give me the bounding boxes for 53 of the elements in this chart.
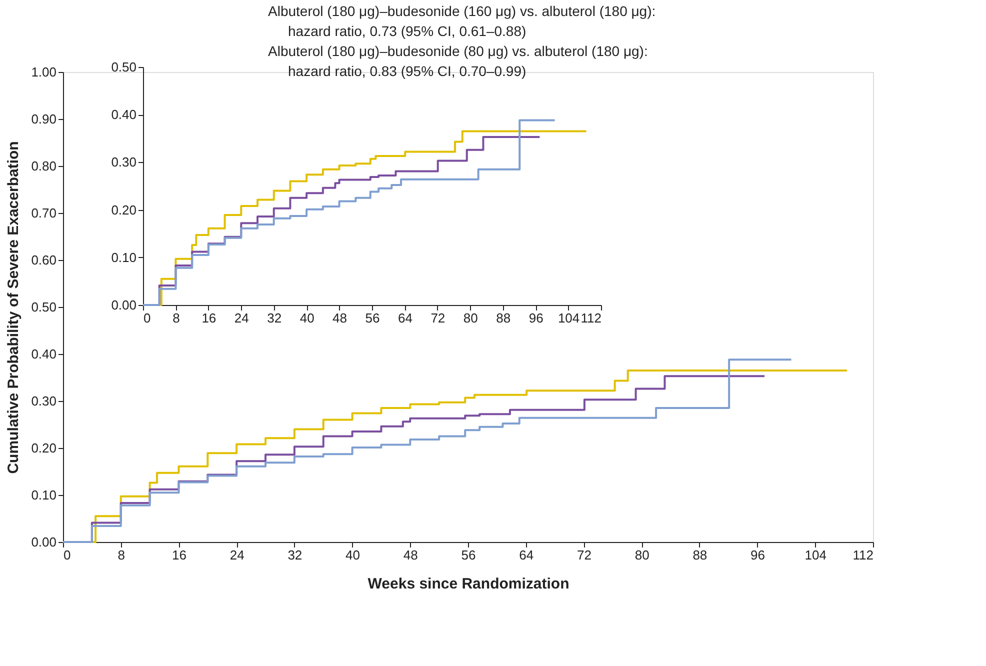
x-tick-label: 88 (692, 548, 708, 562)
x-tick-label: 16 (202, 310, 216, 326)
x-tick-label: 64 (519, 548, 534, 562)
x-tick-label: 56 (461, 548, 476, 562)
x-tick-label: 64 (398, 310, 412, 326)
x-tick-label: 48 (332, 310, 348, 326)
x-tick-label: 56 (365, 310, 380, 326)
y-tick-label: 0.00 (31, 534, 56, 550)
y-tick-label: 0.40 (111, 107, 136, 122)
text: hazard ratio, 0.73 (95% CI, 0.61–0.88) (288, 23, 526, 39)
y-tick-label: 0.10 (31, 488, 56, 502)
y-tick-label: 0.30 (31, 394, 56, 408)
y-tick-label: 0.50 (31, 300, 56, 314)
x-tick-label: 0 (64, 548, 71, 562)
y-tick-label: 1.00 (31, 64, 56, 80)
x-axis-title: Weeks since Randomization (368, 576, 570, 592)
x-tick-label: 96 (528, 310, 544, 326)
x-tick-label: 40 (300, 310, 314, 326)
x-tick-label: 0 (144, 310, 151, 326)
x-tick-label: 24 (230, 548, 244, 562)
x-tick-label: 8 (118, 548, 125, 562)
x-tick-label: 8 (172, 310, 180, 326)
x-tick-label: 32 (267, 310, 282, 326)
y-tick-label: 0.00 (111, 298, 136, 312)
text: Albuterol (180 μg)–budesonide (80 μg) vs. albuterol (180 μg): (268, 43, 648, 59)
y-tick-label: 0.50 (111, 60, 136, 74)
x-tick-label: 80 (463, 310, 478, 326)
y-tick-label: 0.10 (111, 250, 136, 265)
annotation: hazard ratio, 0.83 (95% CI, 0.70–0.99) (288, 63, 526, 79)
x-tick-label: 72 (576, 548, 592, 562)
x-tick-label: 48 (403, 548, 418, 562)
x-tick-label: 16 (172, 548, 186, 562)
x-tick-label: 96 (750, 548, 766, 562)
x-tick-label: 88 (496, 310, 511, 326)
x-tick-label: 112 (852, 548, 874, 562)
y-tick-label: 0.80 (31, 158, 56, 174)
y-tick-label: 0.30 (111, 154, 136, 170)
x-tick-label: 32 (288, 548, 302, 562)
y-tick-label: 0.70 (31, 206, 56, 220)
x-tick-label: 72 (430, 310, 446, 326)
y-axis-title: Cumulative Probability of Severe Exacerbation (5, 141, 22, 474)
y-tick-label: 0.40 (31, 346, 56, 362)
y-tick-label: 0.60 (31, 252, 56, 268)
x-tick-label: 104 (804, 548, 826, 562)
text: Albuterol (180 μg)–budesonide (160 μg) vs. albuterol (180 μg): (268, 3, 656, 19)
x-tick-label: 104 (558, 310, 580, 326)
y-tick-label: 0.90 (31, 112, 56, 126)
x-tick-label: 112 (580, 310, 602, 326)
y-tick-label: 0.20 (31, 440, 56, 456)
x-tick-label: 24 (234, 310, 249, 326)
y-tick-label: 0.20 (111, 202, 136, 218)
x-tick-label: 80 (634, 548, 650, 562)
x-tick-label: 40 (346, 548, 360, 562)
